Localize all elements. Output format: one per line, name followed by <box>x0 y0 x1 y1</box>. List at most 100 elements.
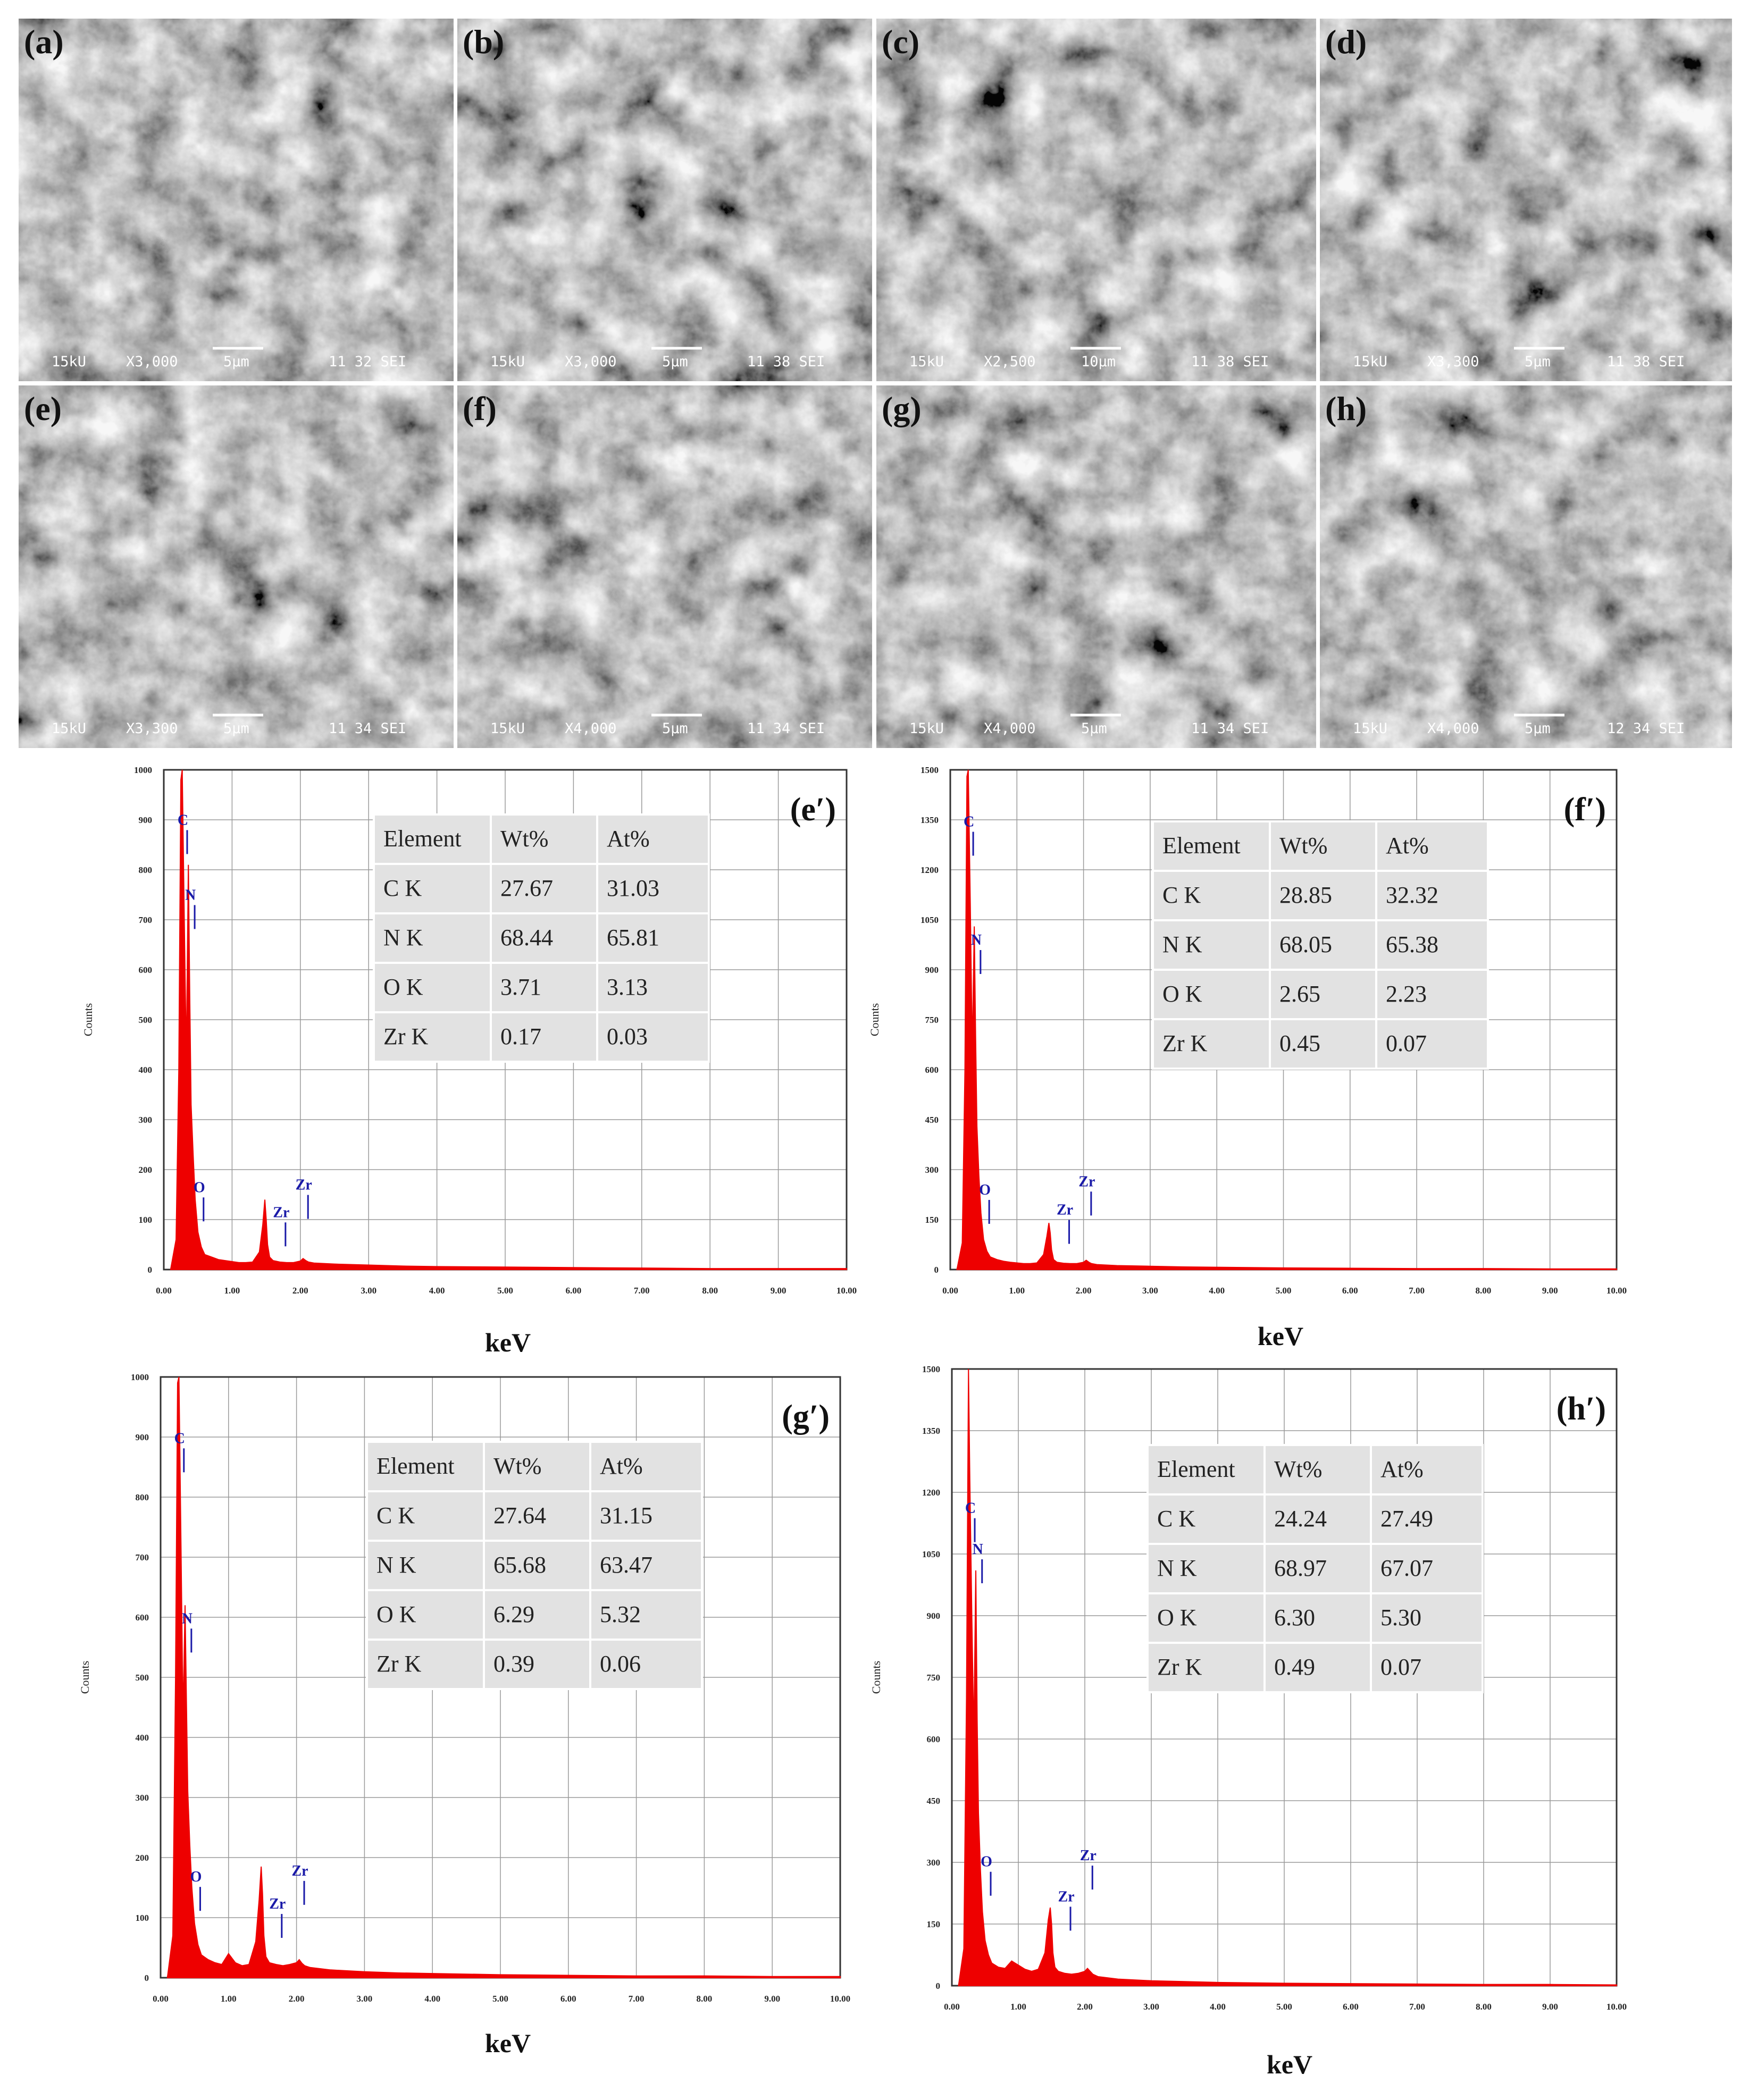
y-tick-label: 750 <box>925 1015 939 1025</box>
peak-label-o: O <box>190 1869 202 1885</box>
sem-magnification: X4,000 <box>984 720 1036 737</box>
x-tick-label: 8.00 <box>1476 2002 1492 2012</box>
y-tick-label: 0 <box>148 1265 153 1275</box>
composition-table: Element Wt% At% C K 27.64 31.15 N K 65.68 63.47 O… <box>366 1441 703 1690</box>
table-cell: C K <box>376 1502 415 1528</box>
x-axis-label: keV <box>1258 1321 1303 1351</box>
y-tick-label: 0 <box>145 1973 149 1983</box>
y-tick-label: 1350 <box>922 1426 940 1436</box>
table-cell-bg <box>483 1639 591 1690</box>
table-cell: O K <box>383 974 423 1000</box>
sem-magnification: X2,500 <box>984 354 1036 370</box>
table-cell-bg <box>1375 1018 1489 1070</box>
y-tick-label: 800 <box>139 865 153 875</box>
sem-micrograph <box>1320 385 1732 748</box>
eds-spectra-grid: 0.00 1.00 2.00 3.00 4.00 5.00 6.00 7.00 8.00 9.00… <box>78 765 1627 2079</box>
sem-panel-label: (f) <box>463 390 497 427</box>
sem-panel-label: (e) <box>24 390 62 427</box>
table-cell: N K <box>383 925 423 951</box>
y-tick-label: 450 <box>925 1115 939 1125</box>
x-tick-label: 7.00 <box>1409 2002 1425 2012</box>
table-cell: N K <box>376 1552 416 1578</box>
table-cell: 24.24 <box>1274 1506 1327 1532</box>
y-tick-label: 0 <box>934 1265 939 1275</box>
table-cell: 65.38 <box>1386 931 1438 957</box>
y-tick-label: 300 <box>136 1793 149 1803</box>
peak-label-n: N <box>973 1541 983 1558</box>
sem-panel-e: (e) 15kU X3,300 5μm 11 34 SEI <box>19 385 454 748</box>
x-tick-label: 7.00 <box>1409 1286 1425 1296</box>
table-cell-bg <box>1152 969 1271 1020</box>
table-cell: 5.30 <box>1380 1605 1421 1631</box>
sem-magnification: X3,300 <box>126 720 178 737</box>
table-cell-bg <box>490 912 598 964</box>
y-tick-label: 100 <box>136 1913 149 1923</box>
eds-panel-label: (f′) <box>1564 792 1606 828</box>
y-tick-label: 1200 <box>922 1488 940 1498</box>
peak-label-zr: Zr <box>1078 1173 1095 1190</box>
table-cell-bg <box>596 863 710 914</box>
table-cell-bg <box>589 1490 703 1542</box>
sem-voltage: 15kU <box>490 720 525 737</box>
y-tick-label: 400 <box>139 1065 153 1075</box>
spectrum-series <box>170 769 847 1270</box>
x-tick-label: 9.00 <box>764 1994 780 2004</box>
sem-scale-label: 5μm <box>662 354 688 370</box>
table-cell-bg <box>1370 1444 1484 1496</box>
peak-label-n: N <box>971 932 982 948</box>
y-tick-label: 1350 <box>920 815 939 825</box>
sem-info: 11 38 SEI <box>1191 354 1269 370</box>
x-tick-label: 0.00 <box>942 1286 958 1296</box>
x-tick-label: 3.00 <box>1143 2002 1159 2012</box>
y-tick-label: 1050 <box>920 915 939 925</box>
x-tick-label: 6.00 <box>560 1994 576 2004</box>
x-tick-label: 1.00 <box>1010 2002 1026 2012</box>
peak-label-zr: Zr <box>1080 1847 1097 1864</box>
table-cell-bg <box>1375 969 1489 1020</box>
table-header: At% <box>1380 1456 1424 1482</box>
x-tick-label: 8.00 <box>1476 1286 1492 1296</box>
table-cell: O K <box>1157 1605 1197 1631</box>
y-tick-label: 600 <box>139 965 153 975</box>
y-axis-label: Counts <box>869 1661 883 1694</box>
table-cell-bg <box>483 1540 591 1591</box>
peak-label-c: C <box>174 1430 185 1447</box>
peak-label-zr: Zr <box>273 1204 289 1221</box>
peak-label-zr: Zr <box>269 1896 286 1912</box>
y-tick-label: 400 <box>136 1733 149 1743</box>
table-cell: Zr K <box>383 1023 429 1049</box>
sem-voltage: 15kU <box>490 354 525 370</box>
table-cell-bg <box>1370 1592 1484 1644</box>
y-tick-label: 600 <box>136 1612 149 1623</box>
x-tick-label: 7.00 <box>634 1286 650 1296</box>
sem-panel-b: (b) 15kU X3,000 5μm 11 38 SEI <box>457 19 872 381</box>
x-tick-label: 9.00 <box>771 1286 786 1296</box>
sem-panel-label: (c) <box>882 23 919 61</box>
table-cell-bg <box>1370 1642 1484 1693</box>
y-tick-label: 1200 <box>920 865 939 875</box>
sem-panel-label: (h) <box>1325 390 1367 427</box>
table-cell-bg <box>1147 1543 1266 1594</box>
peak-label-n: N <box>185 887 196 903</box>
table-cell-bg <box>1269 820 1377 872</box>
x-tick-label: 2.00 <box>292 1286 308 1296</box>
table-cell: 68.44 <box>500 925 553 951</box>
table-cell: 63.47 <box>600 1552 652 1578</box>
table-cell: 0.17 <box>500 1023 541 1049</box>
x-axis-label: keV <box>1267 2049 1312 2079</box>
x-tick-label: 3.00 <box>361 1286 376 1296</box>
x-tick-label: 2.00 <box>1076 1286 1092 1296</box>
peak-label-zr: Zr <box>296 1177 312 1194</box>
peak-label-o: O <box>981 1854 992 1870</box>
spectrum-series <box>166 1376 841 1978</box>
table-cell-bg <box>483 1490 591 1542</box>
y-tick-label: 1500 <box>922 1364 940 1374</box>
x-tick-label: 10.00 <box>1606 1286 1627 1296</box>
x-tick-label: 6.00 <box>1342 1286 1358 1296</box>
spectrum-series <box>958 1368 1617 1986</box>
sem-voltage: 15kU <box>909 354 944 370</box>
eds-panel-label: (e′) <box>790 792 836 828</box>
y-tick-label: 1000 <box>131 1372 149 1382</box>
table-cell: 2.23 <box>1386 981 1427 1007</box>
table-header: Element <box>376 1453 455 1479</box>
